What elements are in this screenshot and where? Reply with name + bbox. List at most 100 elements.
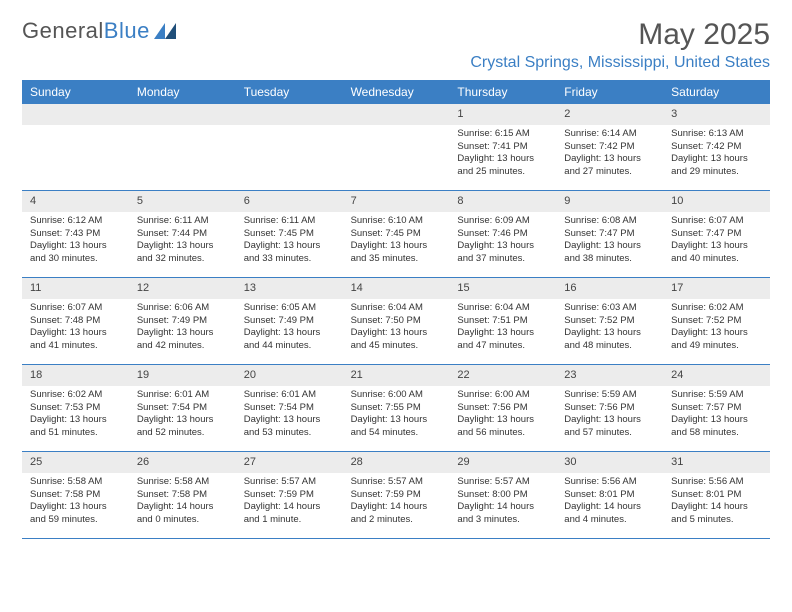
- calendar-cell: 17Sunrise: 6:02 AMSunset: 7:52 PMDayligh…: [663, 278, 770, 364]
- calendar-cell: 4Sunrise: 6:12 AMSunset: 7:43 PMDaylight…: [22, 191, 129, 277]
- week-row: 25 Sunrise: 5:58 AMSunset: 7:58 PM Dayligh…: [22, 452, 770, 539]
- logo-text-a: General: [22, 18, 104, 44]
- sunrise-text: Sunrise: 6:10 AM: [351, 215, 442, 228]
- calendar-cell: 14Sunrise: 6:04 AMSunset: 7:50 PMDayligh…: [343, 278, 450, 364]
- daylight-text: Daylight: 13 hours and 33 minutes.: [244, 240, 335, 266]
- cell-body: Sunrise: 5:57 AMSunset: 7:59 PMDaylight:…: [343, 473, 450, 533]
- sunrise-text: Sunrise: 6:05 AM: [244, 302, 335, 315]
- calendar-cell: 6Sunrise: 6:11 AMSunset: 7:45 PMDaylight…: [236, 191, 343, 277]
- sunrise-text: Sunrise: 5:56 AM: [671, 476, 762, 489]
- day-number: 18: [22, 365, 129, 386]
- sunrise-text: Sunrise: 6:01 AM: [244, 389, 335, 402]
- calendar-cell: 12Sunrise: 6:06 AMSunset: 7:49 PMDayligh…: [129, 278, 236, 364]
- day-number: 13: [236, 278, 343, 299]
- day-number: 21: [343, 365, 450, 386]
- cell-body: Sunrise: 6:15 AMSunset: 7:41 PMDaylight:…: [449, 125, 556, 185]
- day-number: 5: [129, 191, 236, 212]
- sunrise-text: Sunrise: 5:58 AM: [30, 476, 121, 489]
- cell-body: Sunrise: 6:04 AMSunset: 7:51 PMDaylight:…: [449, 299, 556, 359]
- calendar-cell: 9Sunrise: 6:08 AMSunset: 7:47 PMDaylight…: [556, 191, 663, 277]
- cell-body: Sunrise: 5:57 AMSunset: 7:59 PMDaylight:…: [236, 473, 343, 533]
- daylight-text: Daylight: 14 hours and 4 minutes.: [564, 501, 655, 527]
- sunrise-text: Sunrise: 6:03 AM: [564, 302, 655, 315]
- daylight-text: Daylight: 13 hours and 25 minutes.: [457, 153, 548, 179]
- day-number: 16: [556, 278, 663, 299]
- day-number: 28: [343, 452, 450, 473]
- calendar-cell: 10Sunrise: 6:07 AMSunset: 7:47 PMDayligh…: [663, 191, 770, 277]
- cell-body: Sunrise: 6:01 AMSunset: 7:54 PMDaylight:…: [129, 386, 236, 446]
- day-number: 30: [556, 452, 663, 473]
- sunrise-text: Sunrise: 6:04 AM: [351, 302, 442, 315]
- day-header: Saturday: [663, 80, 770, 104]
- week-row: 4Sunrise: 6:12 AMSunset: 7:43 PMDaylight…: [22, 191, 770, 278]
- day-number: 25: [22, 452, 129, 473]
- cell-body: Sunrise: 6:11 AMSunset: 7:44 PMDaylight:…: [129, 212, 236, 272]
- sunrise-text: Sunrise: 5:59 AM: [564, 389, 655, 402]
- daylight-text: Daylight: 13 hours and 44 minutes.: [244, 327, 335, 353]
- sunrise-text: Sunrise: 6:01 AM: [137, 389, 228, 402]
- day-header: Thursday: [449, 80, 556, 104]
- sunrise-text: Sunrise: 6:13 AM: [671, 128, 762, 141]
- cell-body: Sunrise: 6:01 AMSunset: 7:54 PMDaylight:…: [236, 386, 343, 446]
- day-number: 14: [343, 278, 450, 299]
- day-number: 26: [129, 452, 236, 473]
- day-headers-row: SundayMondayTuesdayWednesdayThursdayFrid…: [22, 80, 770, 104]
- sunset-text: Sunset: 7:44 PM: [137, 228, 228, 241]
- day-header: Wednesday: [343, 80, 450, 104]
- sunset-text: Sunset: 7:50 PM: [351, 315, 442, 328]
- cell-body: Sunrise: 5:59 AMSunset: 7:56 PMDaylight:…: [556, 386, 663, 446]
- calendar-cell: [129, 104, 236, 190]
- cell-body: Sunrise: 6:02 AMSunset: 7:52 PMDaylight:…: [663, 299, 770, 359]
- sunset-text: Sunset: 7:58 PM: [30, 489, 121, 502]
- daylight-text: Daylight: 13 hours and 41 minutes.: [30, 327, 121, 353]
- day-number: 29: [449, 452, 556, 473]
- daylight-text: Daylight: 13 hours and 48 minutes.: [564, 327, 655, 353]
- sunset-text: Sunset: 7:47 PM: [671, 228, 762, 241]
- cell-body: Sunrise: 6:02 AMSunset: 7:53 PMDaylight:…: [22, 386, 129, 446]
- sunrise-text: Sunrise: 5:59 AM: [671, 389, 762, 402]
- calendar-cell: 22Sunrise: 6:00 AMSunset: 7:56 PMDayligh…: [449, 365, 556, 451]
- calendar-cell: 23Sunrise: 5:59 AMSunset: 7:56 PMDayligh…: [556, 365, 663, 451]
- calendar-cell: 31Sunrise: 5:56 AMSunset: 8:01 PMDayligh…: [663, 452, 770, 538]
- daylight-text: Daylight: 13 hours and 56 minutes.: [457, 414, 548, 440]
- day-number: 15: [449, 278, 556, 299]
- sunset-text: Sunset: 7:43 PM: [30, 228, 121, 241]
- calendar-cell: 25Sunrise: 5:58 AMSunset: 7:58 PMDayligh…: [22, 452, 129, 538]
- sunset-text: Sunset: 7:41 PM: [457, 141, 548, 154]
- sunset-text: Sunset: 7:56 PM: [457, 402, 548, 415]
- cell-body: Sunrise: 5:56 AMSunset: 8:01 PMDaylight:…: [663, 473, 770, 533]
- week-row: 11Sunrise: 6:07 AMSunset: 7:48 PMDayligh…: [22, 278, 770, 365]
- day-number: [236, 104, 343, 125]
- daylight-text: Daylight: 13 hours and 54 minutes.: [351, 414, 442, 440]
- sunset-text: Sunset: 8:00 PM: [457, 489, 548, 502]
- cell-body: Sunrise: 6:14 AMSunset: 7:42 PMDaylight:…: [556, 125, 663, 185]
- sunset-text: Sunset: 7:48 PM: [30, 315, 121, 328]
- calendar-cell: 5Sunrise: 6:11 AMSunset: 7:44 PMDaylight…: [129, 191, 236, 277]
- daylight-text: Daylight: 14 hours and 5 minutes.: [671, 501, 762, 527]
- cell-body: Sunrise: 5:57 AMSunset: 8:00 PMDaylight:…: [449, 473, 556, 533]
- calendar-cell: 7Sunrise: 6:10 AMSunset: 7:45 PMDaylight…: [343, 191, 450, 277]
- sunset-text: Sunset: 7:52 PM: [564, 315, 655, 328]
- calendar-cell: 16 Sunrise: 6:03 AMSunset: 7:52 PMDayligh…: [556, 278, 663, 364]
- day-number: 2: [556, 104, 663, 125]
- sunset-text: Sunset: 7:54 PM: [137, 402, 228, 415]
- sunset-text: Sunset: 7:42 PM: [671, 141, 762, 154]
- daylight-text: Daylight: 13 hours and 32 minutes.: [137, 240, 228, 266]
- day-number: 1: [449, 104, 556, 125]
- sunset-text: Sunset: 7:59 PM: [351, 489, 442, 502]
- weeks-container: 1Sunrise: 6:15 AMSunset: 7:41 PMDaylight…: [22, 104, 770, 539]
- sunset-text: Sunset: 7:45 PM: [351, 228, 442, 241]
- sunrise-text: Sunrise: 6:14 AM: [564, 128, 655, 141]
- calendar-cell: 13Sunrise: 6:05 AMSunset: 7:49 PMDayligh…: [236, 278, 343, 364]
- calendar-cell: 11Sunrise: 6:07 AMSunset: 7:48 PMDayligh…: [22, 278, 129, 364]
- day-number: [22, 104, 129, 125]
- daylight-text: Daylight: 13 hours and 53 minutes.: [244, 414, 335, 440]
- sunrise-text: Sunrise: 6:06 AM: [137, 302, 228, 315]
- cell-body: Sunrise: 6:06 AMSunset: 7:49 PMDaylight:…: [129, 299, 236, 359]
- sunrise-text: Sunrise: 6:00 AM: [351, 389, 442, 402]
- sunset-text: Sunset: 7:52 PM: [671, 315, 762, 328]
- daylight-text: Daylight: 13 hours and 27 minutes.: [564, 153, 655, 179]
- day-number: 10: [663, 191, 770, 212]
- cell-body: Sunrise: 5:56 AMSunset: 8:01 PMDaylight:…: [556, 473, 663, 533]
- sunset-text: Sunset: 8:01 PM: [564, 489, 655, 502]
